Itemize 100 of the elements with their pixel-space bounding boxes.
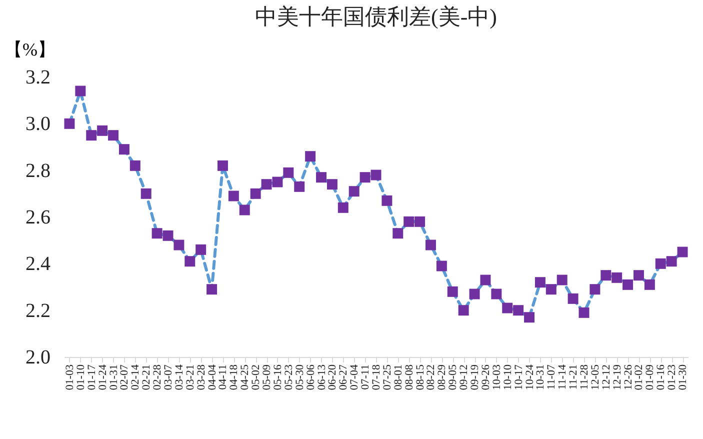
x-tick-label: 01-23 [666,364,678,390]
point [130,160,140,171]
point [261,179,272,190]
point [513,305,524,316]
point [612,272,622,283]
y-tick-label: 3.0 [26,113,50,136]
point [360,172,370,183]
point [677,246,688,258]
x-tick-label: 03-21 [184,364,196,390]
x-tick-label: 09-26 [480,364,492,390]
point [370,170,382,180]
x-tick-label: 02-14 [130,364,142,390]
x-tick-label: 05-16 [272,364,284,390]
x-tick-label: 07-04 [348,364,361,390]
x-tick-label: 10-24 [524,364,536,390]
x-tick-label: 04-18 [228,364,240,390]
y-axis-title: 【%】 [4,40,56,60]
point [305,151,316,162]
x-tick-label: 08-01 [392,364,404,390]
x-tick-label: 07-25 [381,364,394,390]
x-tick-label: 05-02 [250,364,262,390]
x-tick-label: 09-19 [469,364,482,390]
point [546,284,556,295]
x-tick-label: 03-14 [173,364,186,390]
point [196,244,206,255]
point [392,228,404,239]
point [382,195,392,206]
point [425,240,436,250]
y-tick-label: 2.2 [26,300,50,322]
point [480,274,491,286]
x-tick-label: 01-16 [655,364,668,390]
y-tick-label: 3.2 [26,66,50,88]
point [140,188,152,199]
x-tick-label: 04-04 [206,364,218,390]
x-tick-label: 11-21 [568,364,580,390]
point [239,204,250,216]
x-tick-label: 04-25 [239,364,252,390]
x-tick-label: 02-07 [118,364,131,390]
x-tick-label: 07-18 [370,364,382,390]
x-tick-label: 08-22 [425,364,438,390]
point [491,288,502,300]
point [283,167,294,178]
x-tick-label: 07-11 [360,364,372,390]
point [524,312,535,323]
x-tick-label: 06-13 [316,364,328,390]
x-tick-label: 06-20 [326,364,339,390]
point [458,305,469,316]
point [568,293,578,304]
point [469,288,480,300]
x-tick-label: 03-28 [195,364,208,390]
x-tick-label: 01-09 [644,364,656,390]
x-tick-label: 12-19 [611,364,624,390]
x-tick-label: 01-17 [86,364,98,390]
point [502,302,513,314]
point [447,286,458,297]
point [404,216,414,227]
x-tick-label: 01-02 [633,364,646,390]
point [534,277,546,288]
point [64,118,75,129]
x-tick-label: 05-09 [261,364,274,390]
point [108,130,119,141]
x-tick-label: 08-08 [403,364,416,390]
point [217,160,228,171]
x-tick-label: 03-07 [162,364,174,390]
point [174,240,184,250]
y-tick-label: 2.6 [26,206,50,228]
x-tick-label: 08-29 [436,364,448,390]
point [118,144,130,155]
point [184,256,196,267]
point [633,270,644,281]
y-tick-label: 2.0 [26,346,50,368]
x-tick-label: 05-23 [282,364,295,390]
point [86,130,97,141]
x-tick-label: 04-11 [217,364,230,390]
point [590,284,600,295]
point [152,228,162,239]
point [436,260,447,272]
point [414,216,426,227]
x-tick-label: 11-07 [546,364,558,390]
point [578,307,590,318]
x-tick-label: 12-05 [589,364,602,390]
point [228,190,239,202]
chart-title: 中美十年国债利差(美-中) [255,4,497,29]
point [655,258,666,269]
point [294,181,305,192]
x-tick-label: 02-28 [152,364,164,390]
x-tick-label: 10-10 [502,364,514,390]
x-tick-label: 01-31 [108,364,120,390]
x-tick-label: 09-05 [447,364,460,390]
x-tick-label: 10-17 [512,364,525,390]
x-tick-label: 06-06 [304,364,317,390]
x-tick-label: 01-30 [677,364,690,390]
point [316,172,327,183]
point [272,176,283,188]
x-tick-label: 05-30 [294,364,306,390]
x-tick-label: 10-31 [534,364,547,390]
point [600,270,612,281]
x-tick-label: 10-03 [490,364,503,390]
y-tick-label: 2.8 [26,160,50,182]
x-tick-label: 12-26 [622,364,634,390]
